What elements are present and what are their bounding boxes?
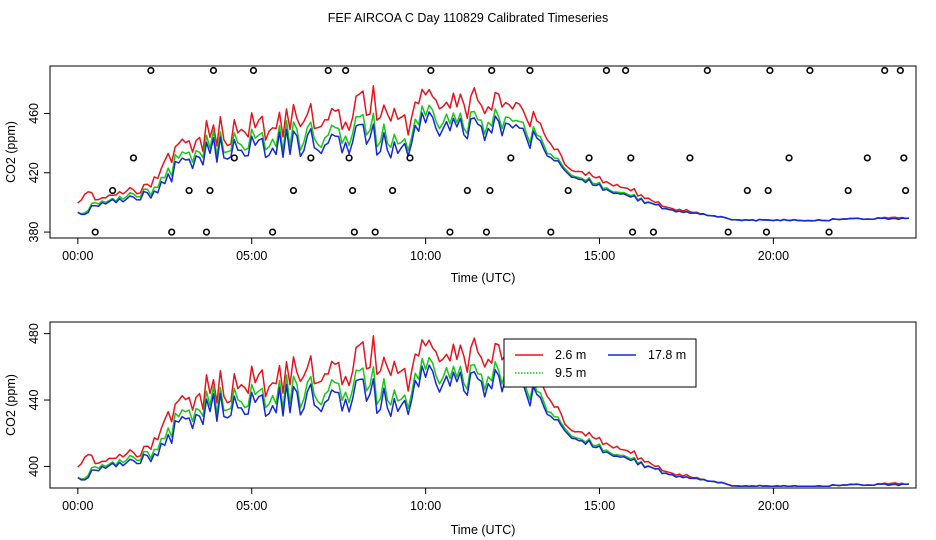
bottom-x-tick-label: 20:00 — [758, 499, 789, 513]
top-x-tick-label: 10:00 — [410, 249, 441, 263]
calibration-point — [724, 228, 732, 236]
calibration-point — [342, 66, 350, 75]
top-panel: 00:00 05:00 10:00 15:00 20:00 380 420 460 Time… — [4, 65, 917, 285]
calibration-point — [147, 66, 155, 75]
calibration-point — [486, 186, 494, 195]
calibration-point — [901, 186, 910, 195]
bottom-x-tick-label: 00:00 — [62, 499, 93, 513]
calibration-point — [602, 66, 611, 75]
calibration-point — [209, 66, 218, 75]
calibration-point — [526, 66, 534, 75]
bottom-plot-frame — [49, 321, 917, 489]
top-y-axis-label: CO2 (ppm) — [4, 121, 18, 183]
calibration-point — [762, 228, 771, 236]
calibration-point — [900, 154, 908, 162]
calibration-point — [547, 228, 555, 236]
calibration-point — [463, 186, 471, 195]
calibration-point — [249, 66, 258, 75]
calibration-point — [307, 154, 315, 162]
calibration-point — [91, 228, 99, 236]
bottom-x-tick-label: 15:00 — [584, 499, 615, 513]
calibration-point — [649, 228, 658, 236]
calibration-point — [806, 66, 814, 75]
top-x-axis-label: Time (UTC) — [451, 271, 516, 285]
calibration-point — [621, 66, 630, 75]
top-line-2.6m — [77, 84, 910, 222]
bottom-x-axis: 00:00 05:00 10:00 15:00 20:00 — [62, 488, 789, 513]
calibration-point — [507, 154, 515, 162]
calibration-point — [703, 66, 711, 75]
calibration-point — [345, 154, 353, 162]
calibration-point — [446, 228, 454, 236]
top-x-tick-label: 05:00 — [236, 249, 267, 263]
bottom-x-tick-label: 10:00 — [410, 499, 441, 513]
top-series-17.8m — [77, 111, 910, 222]
calibration-point — [350, 228, 358, 236]
top-y-tick-label: 420 — [27, 162, 41, 183]
calibration-point — [206, 186, 214, 195]
calibration-point — [348, 186, 357, 195]
calibration-point — [371, 228, 379, 236]
calibration-point — [766, 66, 774, 75]
top-line-17.8m — [77, 111, 910, 222]
calibration-point — [185, 186, 193, 195]
legend-label-9.5m: 9.5 m — [555, 366, 586, 380]
calibration-point — [844, 186, 852, 195]
figure-title: FEF AIRCOA C Day 110829 Calibrated Times… — [328, 11, 608, 25]
calibration-point — [764, 186, 772, 195]
calibration-point — [585, 154, 593, 162]
calibration-point — [289, 186, 298, 195]
calibration-point — [863, 154, 871, 162]
calibration-point — [388, 186, 397, 195]
calibration-point — [427, 66, 435, 75]
calibration-point — [482, 228, 491, 236]
bottom-y-tick-label: 440 — [27, 390, 41, 411]
calibration-point — [268, 228, 277, 236]
calibration-point — [785, 154, 793, 162]
calibration-point — [129, 154, 138, 162]
top-x-tick-label: 15:00 — [584, 249, 615, 263]
legend: 2.6 m 17.8 m 9.5 m — [503, 338, 697, 388]
calibration-point — [488, 66, 496, 75]
legend-label-17.8m: 17.8 m — [648, 348, 686, 362]
calibration-point — [627, 154, 635, 162]
calibration-point — [168, 228, 176, 236]
bottom-x-tick-label: 05:00 — [236, 499, 267, 513]
top-y-tick-label: 460 — [27, 103, 41, 124]
bottom-y-tick-label: 480 — [27, 323, 41, 344]
bottom-series-2.6m — [77, 335, 910, 488]
calibration-point — [564, 186, 572, 195]
top-calibration-points — [91, 66, 910, 236]
bottom-line-17.8m — [77, 364, 910, 488]
bottom-y-axis-label: CO2 (ppm) — [4, 374, 18, 436]
top-x-axis: 00:00 05:00 10:00 15:00 20:00 — [62, 238, 789, 263]
calibration-point — [686, 154, 694, 162]
calibration-point — [202, 228, 211, 236]
top-plot-frame — [49, 65, 917, 239]
bottom-series-17.8m — [77, 364, 910, 488]
top-y-tick-label: 380 — [27, 222, 41, 243]
calibration-point — [230, 154, 238, 162]
top-x-tick-label: 00:00 — [62, 249, 93, 263]
calibration-point — [109, 186, 117, 195]
bottom-y-axis: 400 440 480 — [27, 323, 50, 477]
calibration-point — [406, 154, 414, 162]
top-x-tick-label: 20:00 — [758, 249, 789, 263]
top-series-2.6m — [77, 84, 910, 222]
bottom-x-axis-label: Time (UTC) — [451, 523, 516, 537]
bottom-panel: 00:00 05:00 10:00 15:00 20:00 400 440 480 Time… — [4, 321, 917, 537]
calibration-point — [825, 228, 833, 236]
calibration-point — [628, 228, 637, 236]
calibration-point — [743, 186, 751, 195]
bottom-line-2.6m — [77, 335, 910, 488]
bottom-y-tick-label: 400 — [27, 456, 41, 477]
calibration-point — [881, 66, 889, 75]
calibration-point — [896, 66, 904, 75]
top-y-axis: 380 420 460 — [27, 103, 50, 243]
calibration-point — [324, 66, 332, 75]
legend-label-2.6m: 2.6 m — [555, 348, 586, 362]
legend-box — [503, 338, 697, 388]
